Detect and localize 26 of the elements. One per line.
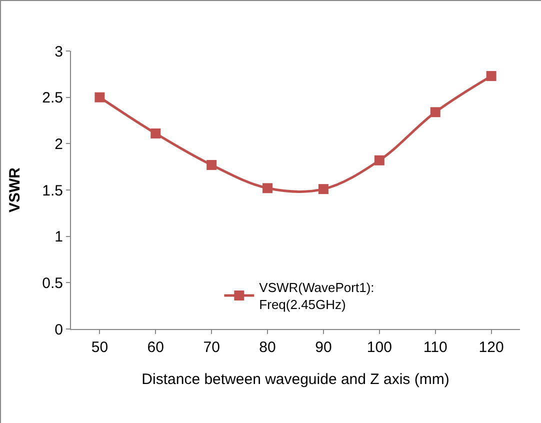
- x-tick-label: 100: [366, 339, 392, 356]
- y-tick-label: 0.5: [42, 274, 63, 292]
- y-tick-label: 2: [54, 136, 63, 153]
- x-tick-label: 60: [147, 339, 164, 356]
- x-tick-label: 80: [259, 339, 276, 356]
- y-tick-label: 0: [54, 321, 63, 338]
- point: [374, 155, 384, 166]
- x-tick-label: 90: [315, 339, 332, 356]
- x-tick-label: 120: [478, 339, 504, 356]
- point: [430, 107, 440, 118]
- point: [486, 71, 496, 82]
- x-tick-label: 110: [423, 339, 448, 356]
- point: [318, 184, 328, 194]
- point: [262, 183, 273, 194]
- y-tick-label: 1: [54, 228, 63, 246]
- y-tick-label: 1.5: [42, 182, 63, 200]
- y-tick-label: 3: [54, 43, 63, 60]
- y-axis-title: VSWR: [6, 167, 24, 212]
- legend-label: VSWR(WavePort1): Freq(2.45GHz): [259, 280, 374, 312]
- x-axis-title: Distance between waveguide and Z axis (mm): [142, 371, 450, 388]
- point: [94, 92, 105, 102]
- x-tick-label: 70: [203, 339, 220, 356]
- point: [206, 160, 217, 170]
- point: [150, 128, 161, 138]
- x-tick-label: 50: [91, 339, 108, 356]
- y-tick-label: 2.5: [42, 90, 63, 107]
